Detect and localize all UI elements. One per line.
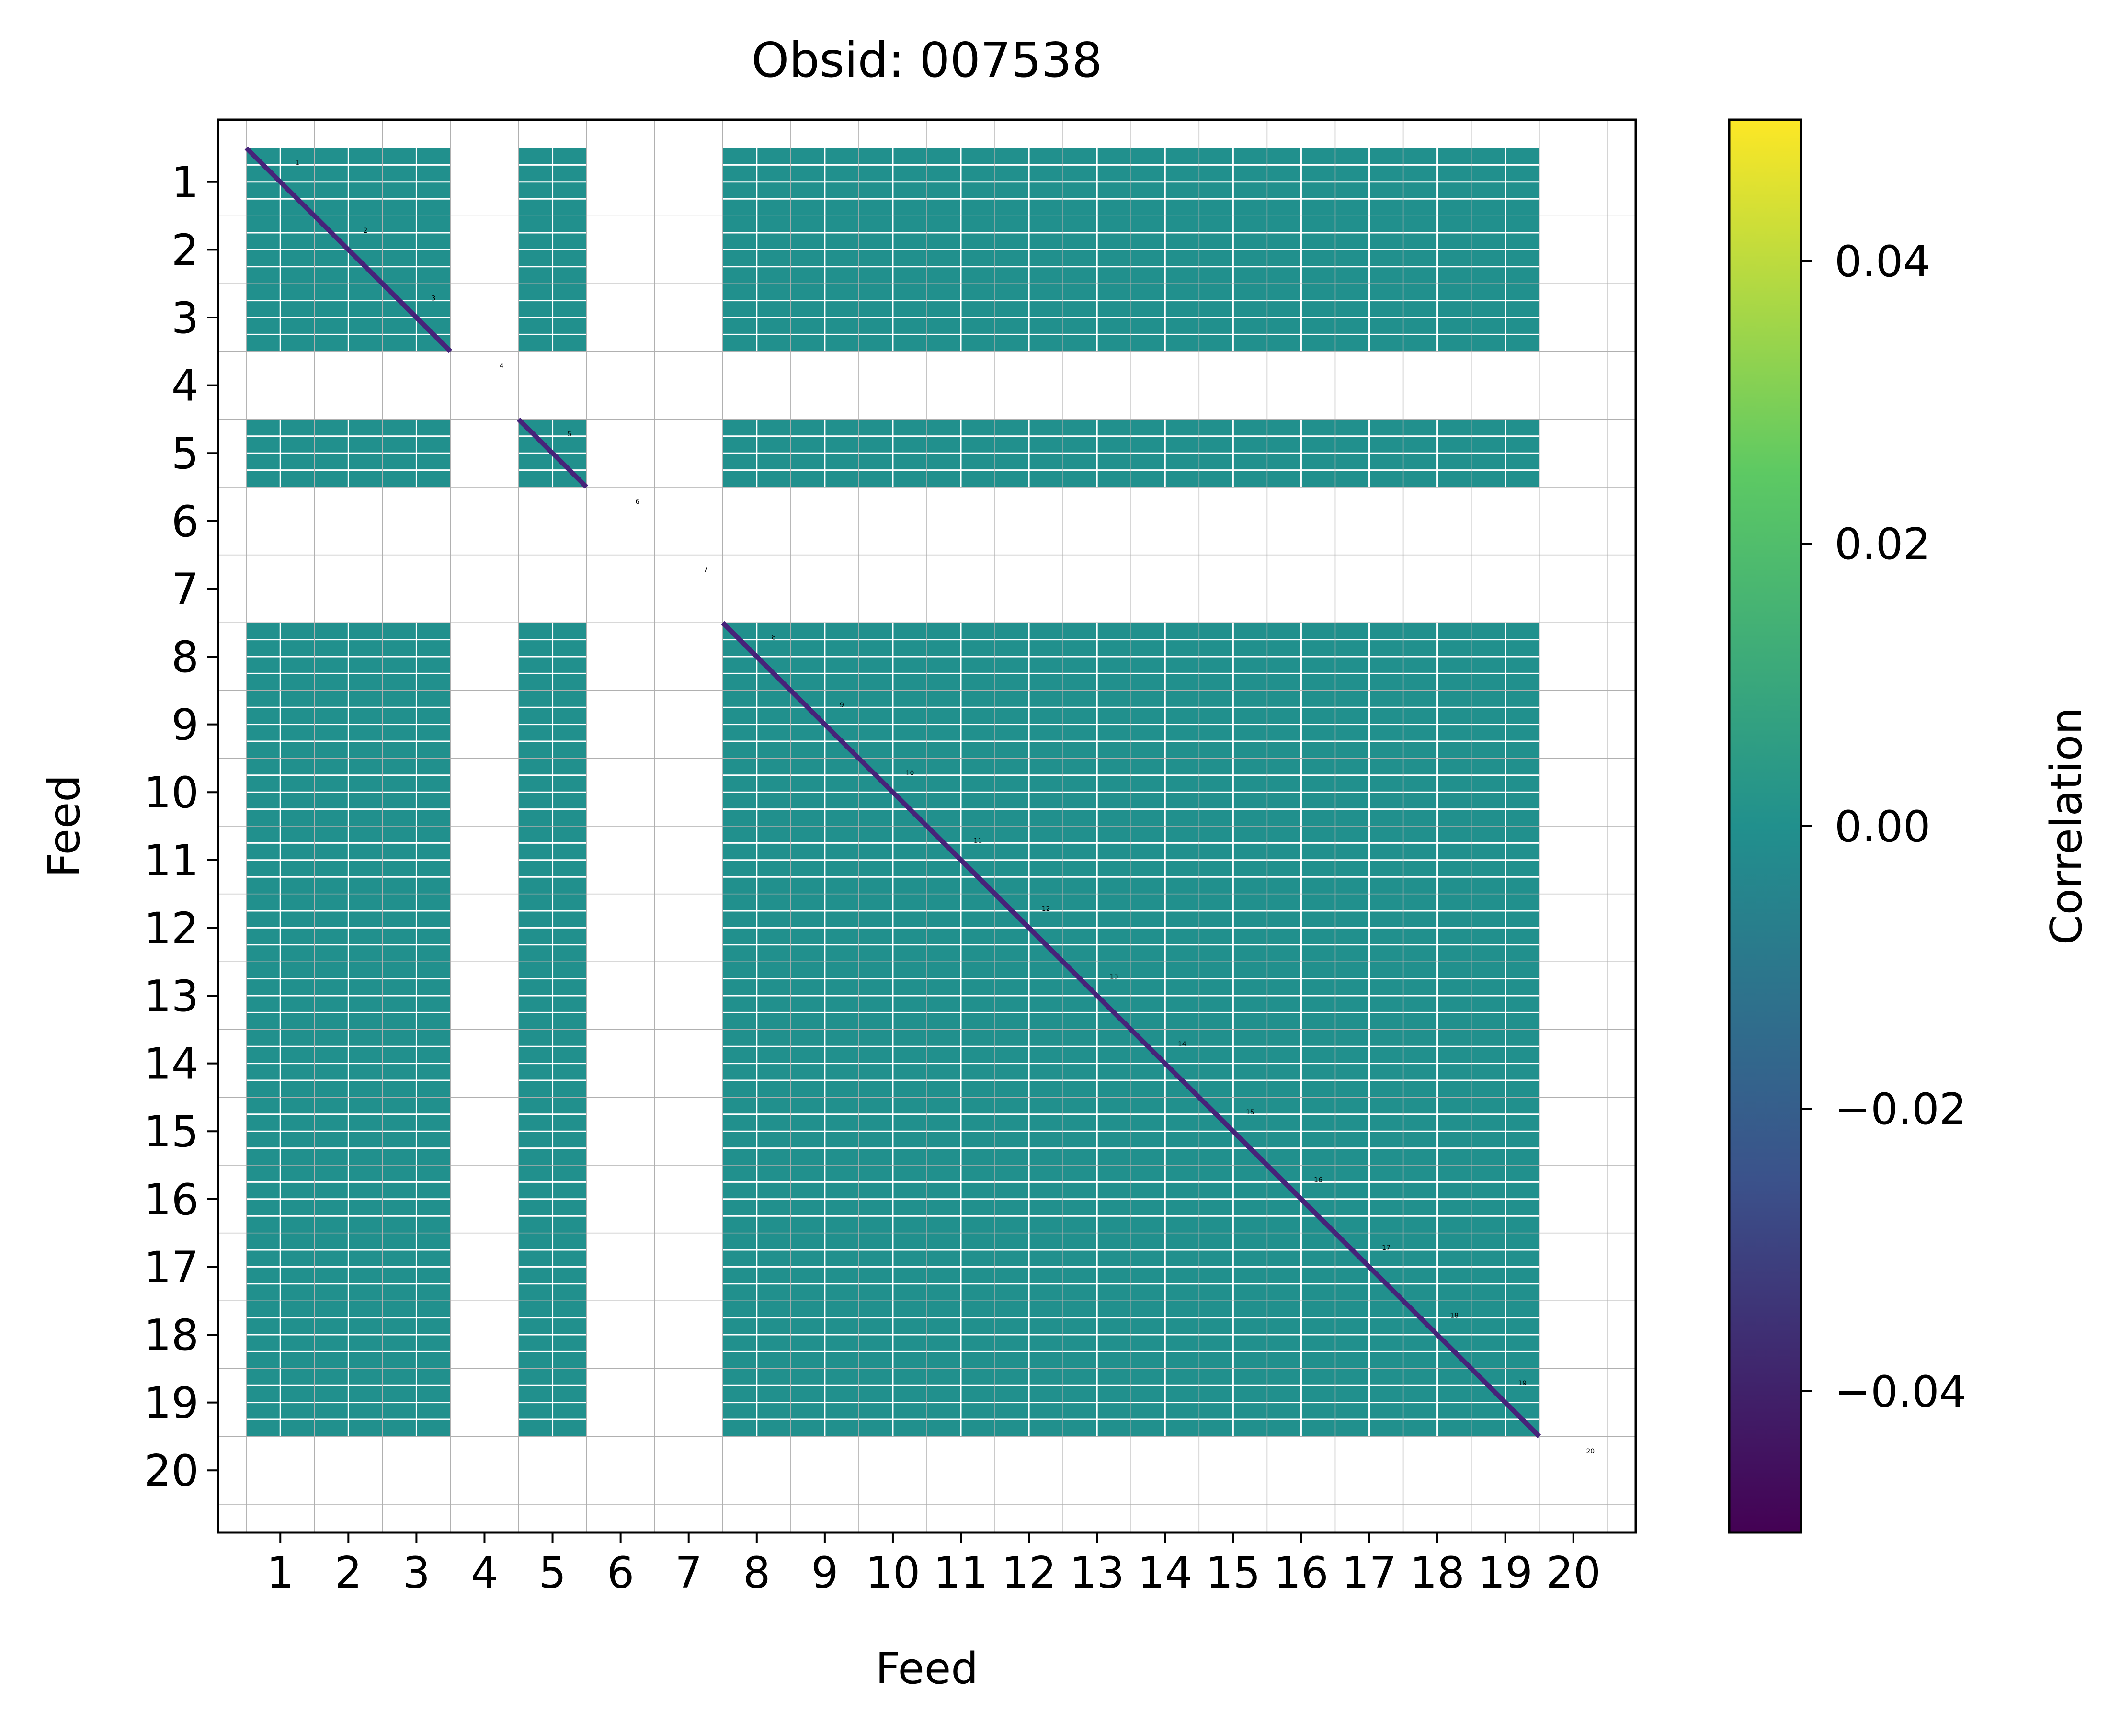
x-tick-label: 3 — [403, 1548, 430, 1598]
y-tick-label: 17 — [144, 1242, 199, 1293]
diagonal-segment — [244, 146, 316, 218]
diagonal-feed-label: 12 — [1042, 905, 1050, 913]
x-tick-label: 4 — [471, 1548, 498, 1598]
colorbar-label: Correlation — [2041, 707, 2092, 945]
diagonal-segment — [312, 214, 384, 285]
y-tick-label: 7 — [171, 564, 199, 614]
diagonal-feed-label: 10 — [906, 770, 914, 777]
y-tick-label: 5 — [171, 429, 199, 479]
x-tick-label: 19 — [1478, 1548, 1533, 1598]
x-tick-label: 11 — [934, 1548, 989, 1598]
diagonal-segment — [789, 689, 861, 760]
y-tick-label: 10 — [144, 768, 199, 818]
y-tick-label: 13 — [144, 971, 199, 1021]
y-tick-label: 8 — [171, 632, 199, 682]
y-tick-label: 14 — [144, 1039, 199, 1089]
diagonal-feed-label: 16 — [1314, 1176, 1322, 1184]
diagonal-feed-label: 5 — [568, 431, 572, 438]
diagonal-feed-label: 3 — [431, 295, 435, 303]
x-axis-label: Feed — [876, 1644, 979, 1694]
colorbar-tick-label: −0.04 — [1835, 1367, 1967, 1417]
y-axis-label: Feed — [39, 775, 90, 878]
y-tick-label: 4 — [171, 361, 199, 411]
diagonal-segment — [380, 282, 452, 353]
colorbar-tick-label: −0.02 — [1835, 1084, 1967, 1135]
diagonal-segment — [1197, 1095, 1269, 1167]
y-tick-label: 9 — [171, 700, 199, 750]
diagonal-feed-label: 20 — [1586, 1448, 1595, 1455]
diagonal-feed-label: 14 — [1178, 1041, 1186, 1048]
colorbar — [1729, 120, 1801, 1532]
x-tick-label: 9 — [811, 1548, 838, 1598]
diagonal-feed-label: 11 — [974, 837, 982, 845]
x-tick-label: 5 — [539, 1548, 566, 1598]
diagonal-feed-label: 6 — [636, 498, 640, 506]
x-tick-label: 16 — [1274, 1548, 1329, 1598]
y-tick-label: 16 — [144, 1175, 199, 1225]
diagonal-segment — [721, 621, 793, 692]
y-tick-label: 19 — [144, 1378, 199, 1429]
x-tick-label: 10 — [866, 1548, 921, 1598]
diagonal-feed-label: 17 — [1382, 1244, 1391, 1252]
y-tick-label: 3 — [171, 293, 199, 343]
diagonal-feed-label: 13 — [1110, 973, 1118, 981]
x-tick-label: 1 — [267, 1548, 294, 1598]
colorbar-tick-label: 0.02 — [1835, 519, 1930, 569]
x-tick-label: 18 — [1410, 1548, 1465, 1598]
y-tick-label: 15 — [144, 1107, 199, 1157]
y-tick-label: 18 — [144, 1310, 199, 1361]
x-tick-label: 14 — [1138, 1548, 1193, 1598]
x-tick-label: 7 — [675, 1548, 702, 1598]
diagonal-segment — [1265, 1163, 1337, 1235]
x-tick-label: 6 — [607, 1548, 634, 1598]
colorbar-ticks: −0.04 −0.02 0.00 0.02 0.04 — [1801, 237, 1967, 1417]
y-tick-label: 20 — [144, 1446, 199, 1496]
x-tick-label: 12 — [1002, 1548, 1057, 1598]
x-tick-label: 15 — [1206, 1548, 1261, 1598]
diagonal-segment — [857, 756, 929, 828]
diagonal-feed-label: 8 — [772, 634, 776, 642]
diagonal-feed-label: 9 — [840, 702, 844, 709]
x-tick-label: 17 — [1342, 1548, 1397, 1598]
diagonal-segment — [1333, 1231, 1405, 1303]
chart-title: Obsid: 007538 — [752, 32, 1103, 88]
diagonal-feed-label: 15 — [1246, 1109, 1254, 1116]
y-tick-label: 6 — [171, 497, 199, 547]
diagonal-feed-label: 19 — [1518, 1380, 1527, 1387]
diagonal-segment — [1061, 960, 1133, 1032]
y-tick-label: 2 — [171, 225, 199, 275]
plot-frame — [217, 118, 1637, 1534]
diagonal-feed-label: 7 — [704, 566, 708, 574]
x-tick-label: 20 — [1546, 1548, 1601, 1598]
diagonal-segment — [925, 824, 997, 896]
y-tick-label: 12 — [144, 903, 199, 953]
colorbar-tick-label: 0.00 — [1835, 802, 1930, 852]
diagonal-segment — [993, 892, 1065, 964]
diagonal-feed-label: 2 — [363, 227, 367, 235]
diagonal-segment — [516, 417, 589, 489]
x-tick-label: 2 — [335, 1548, 362, 1598]
diagonal-segment — [1470, 1367, 1541, 1438]
x-axis-ticks: 1 2 3 4 5 6 7 8 9 10 11 12 13 14 15 16 17 18 19 20 — [267, 1532, 1601, 1598]
diagonal-segment — [1129, 1028, 1201, 1099]
x-tick-label: 8 — [743, 1548, 770, 1598]
y-tick-label: 11 — [144, 836, 199, 886]
diagonal-segment — [1402, 1299, 1473, 1371]
diagonal-feed-label: 1 — [295, 159, 299, 167]
diagonal-feed-label: 18 — [1450, 1312, 1459, 1320]
diagonal-feed-label: 4 — [500, 363, 504, 370]
x-tick-label: 13 — [1070, 1548, 1125, 1598]
y-tick-label: 1 — [171, 158, 199, 208]
colorbar-tick-label: 0.04 — [1835, 237, 1930, 287]
